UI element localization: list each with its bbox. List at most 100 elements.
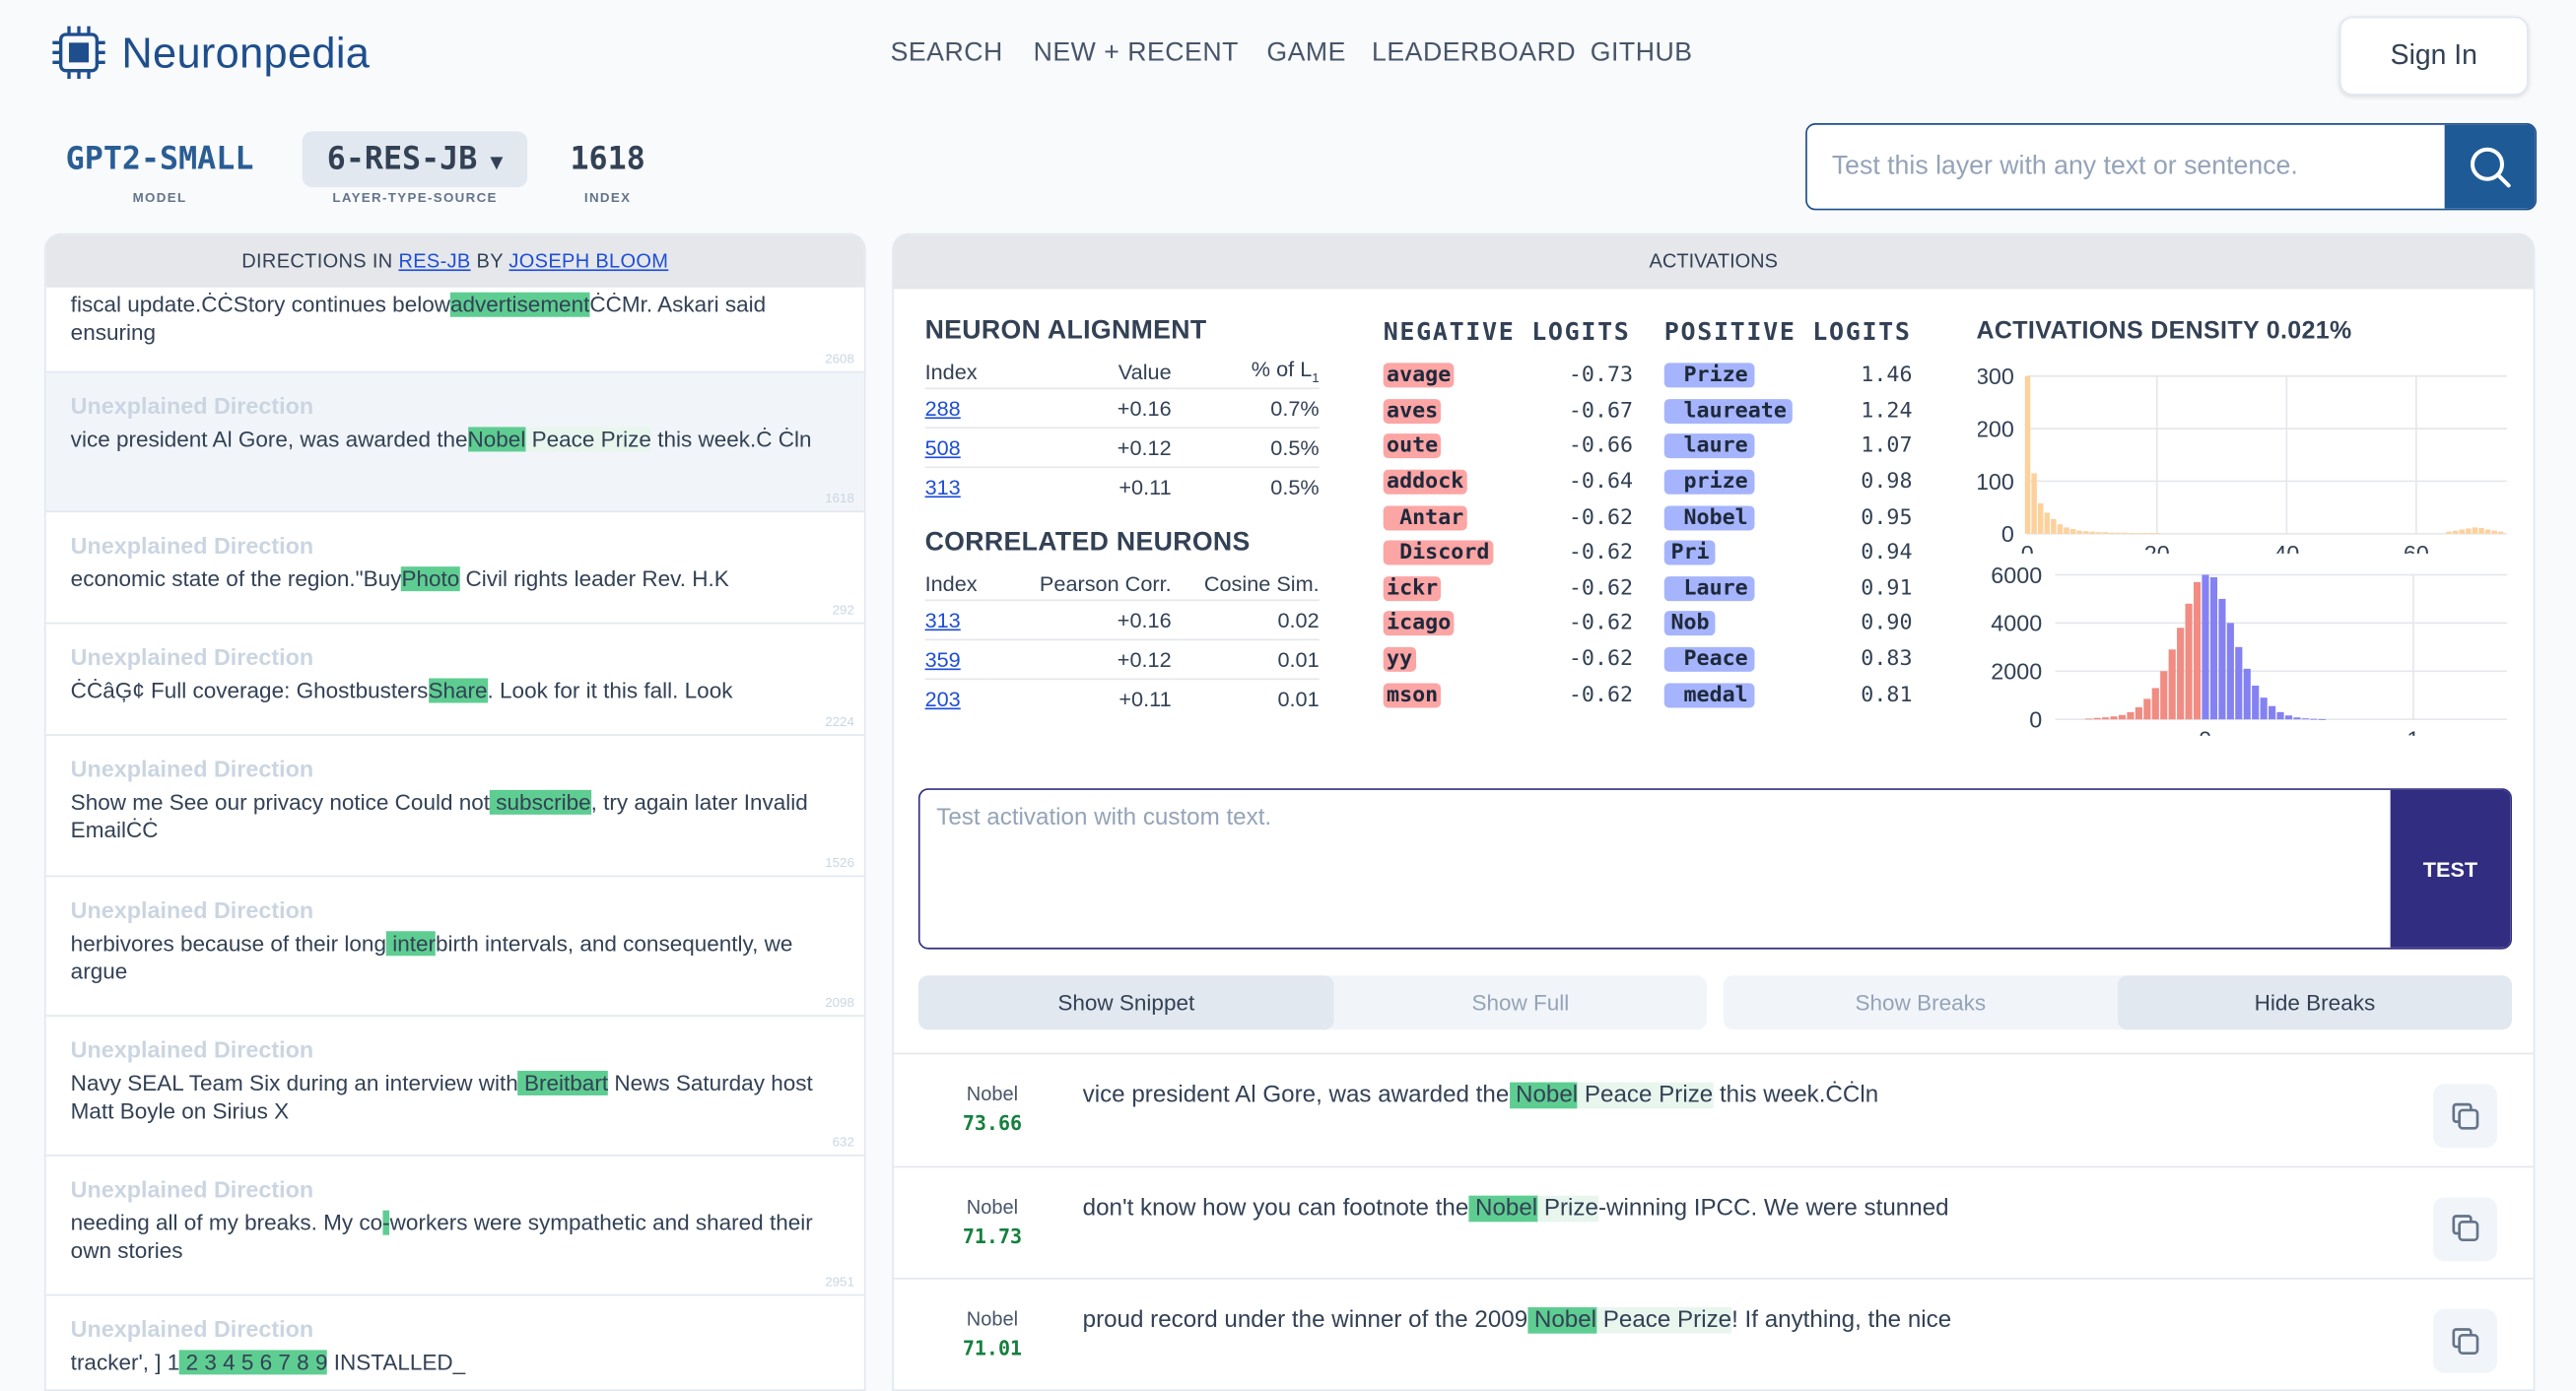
histogram-bar xyxy=(2466,528,2472,534)
histogram-bar xyxy=(2269,705,2276,720)
show-full-toggle[interactable]: Show Full xyxy=(1471,990,1570,1016)
nav-leaderboard[interactable]: LEADERBOARD xyxy=(1372,39,1577,68)
histogram-bar xyxy=(2452,530,2459,534)
direction-snippet: Navy SEAL Team Six during an interview w… xyxy=(66,1069,845,1125)
alignment-pct: 0.5% xyxy=(1171,426,1320,467)
direction-item[interactable]: Unexplained Direction herbivores because … xyxy=(45,877,864,1017)
layer-selector[interactable]: 6-RES-JB ▼ LAYER-TYPE-SOURCE xyxy=(302,131,528,205)
logit-token: Discord xyxy=(1383,540,1493,565)
negative-logit-row: yy -0.62 xyxy=(1383,641,1633,677)
snippet-before: Show me See our privacy notice Could not xyxy=(70,789,491,815)
logit-token: Laure xyxy=(1663,575,1755,601)
direction-item[interactable]: fiscal update.ĊĊStory continues belowadv… xyxy=(45,288,864,373)
source-link[interactable]: RES-JB xyxy=(398,249,471,273)
neuron-index-link[interactable]: 313 xyxy=(924,606,961,631)
pearson-value: +0.12 xyxy=(990,637,1172,679)
model-value: GPT2-SMALL xyxy=(65,141,254,178)
snippet-highlight: subscribe xyxy=(490,789,591,815)
activations-panel: ACTIVATIONS NEURON ALIGNMENT Index Value… xyxy=(892,232,2536,1391)
logit-token: laureate xyxy=(1663,398,1794,424)
copy-button[interactable] xyxy=(2432,1084,2497,1149)
positive-logit-row: Peace 0.83 xyxy=(1663,641,1913,677)
histogram-bar xyxy=(2472,527,2478,534)
snippet-after: -winning IPCC. We were stunned xyxy=(1597,1194,1949,1222)
histogram-bar xyxy=(2310,718,2318,720)
histogram-bar xyxy=(2293,717,2301,720)
direction-title: Unexplained Direction xyxy=(70,896,314,923)
snippet-highlight: Share xyxy=(428,678,488,703)
logit-value: -0.62 xyxy=(1568,540,1634,565)
neuron-index-link[interactable]: 203 xyxy=(924,686,961,711)
nav-new-recent[interactable]: NEW + RECENT xyxy=(1033,39,1239,68)
test-button[interactable]: TEST xyxy=(2390,789,2511,948)
snippet-highlight-light: Peace Prize xyxy=(1578,1082,1714,1109)
snippet-after: birth intervals, and consequently, we ar… xyxy=(70,931,793,984)
direction-index: 2608 xyxy=(825,351,854,366)
snippet-highlight: Nobel xyxy=(1468,1194,1538,1222)
negative-logit-row: icago -0.62 xyxy=(1383,606,1633,641)
neuron-index-link[interactable]: 359 xyxy=(924,646,961,672)
direction-item[interactable]: Unexplained Direction ĊĊâĢ¢ Full coverage… xyxy=(45,624,864,736)
direction-item[interactable]: Unexplained Direction Navy SEAL Team Six… xyxy=(45,1017,864,1157)
brand-logo[interactable]: Neuronpedia xyxy=(49,23,370,82)
model-label: MODEL xyxy=(132,190,187,206)
col-index: Index xyxy=(924,570,978,596)
neuron-index-link[interactable]: 313 xyxy=(924,474,961,499)
copy-button[interactable] xyxy=(2432,1196,2497,1261)
density-chart-top: 0 100 200 300 0 20 40 60 xyxy=(1978,364,2507,554)
search-button[interactable] xyxy=(2444,124,2536,209)
neuron-index-link[interactable]: 508 xyxy=(924,433,961,459)
logit-token: yy xyxy=(1383,646,1416,672)
custom-text-input[interactable] xyxy=(919,789,2394,948)
hide-breaks-toggle[interactable]: Hide Breaks xyxy=(2117,975,2512,1030)
activation-token: Nobel xyxy=(966,1194,1019,1219)
neuron-index-link[interactable]: 288 xyxy=(924,394,961,420)
logit-token: prize xyxy=(1663,469,1755,495)
directions-header: DIRECTIONS IN RES-JB BY JOSEPH BLOOM xyxy=(45,234,864,288)
index-label: INDEX xyxy=(583,190,632,206)
copy-button[interactable] xyxy=(2432,1308,2497,1373)
logit-value: 0.83 xyxy=(1861,646,1913,672)
direction-item[interactable]: Unexplained Direction economic state of … xyxy=(45,512,864,625)
logit-value: 0.98 xyxy=(1861,469,1913,495)
by-label: BY xyxy=(476,249,504,273)
direction-snippet: fiscal update.ĊĊStory continues belowadv… xyxy=(66,291,845,347)
model-selector[interactable]: GPT2-SMALL MODEL xyxy=(66,131,254,205)
copy-icon xyxy=(2451,1101,2478,1129)
histogram-bar xyxy=(2243,668,2251,720)
show-snippet-toggle[interactable]: Show Snippet xyxy=(917,975,1334,1030)
direction-item[interactable]: Unexplained Direction Show me See our pr… xyxy=(45,736,864,878)
logit-token: Prize xyxy=(1663,363,1755,388)
alignment-value: +0.12 xyxy=(1040,426,1172,467)
show-breaks-toggle[interactable]: Show Breaks xyxy=(1855,990,1987,1016)
histogram-bar xyxy=(2093,717,2101,720)
activation-snippet: don't know how you can footnote the Nobe… xyxy=(1083,1191,1949,1225)
histogram-bar xyxy=(2168,649,2176,720)
histogram-bar xyxy=(2446,531,2452,534)
negative-logit-row: avage -0.73 xyxy=(1383,358,1634,393)
sign-in-button[interactable]: Sign In xyxy=(2339,16,2529,96)
logit-token: medal xyxy=(1663,682,1755,707)
nav-github[interactable]: GITHUB xyxy=(1590,39,1693,68)
positive-logit-row: Prize 1.46 xyxy=(1663,358,1913,393)
nav-game[interactable]: GAME xyxy=(1266,39,1346,68)
density-title: ACTIVATIONS DENSITY 0.021% xyxy=(1976,316,2352,346)
author-link[interactable]: JOSEPH BLOOM xyxy=(508,249,669,273)
direction-index: 292 xyxy=(832,602,854,618)
layer-search-input[interactable] xyxy=(1806,124,2448,209)
logit-token: Antar xyxy=(1383,504,1467,530)
histogram-bar xyxy=(2057,524,2064,534)
nav-search[interactable]: SEARCH xyxy=(890,39,1003,68)
snippet-before: economic state of the region."Buy xyxy=(70,566,402,592)
copy-icon xyxy=(2451,1327,2478,1355)
logit-token: Nob xyxy=(1663,611,1717,636)
histogram-bar xyxy=(2226,623,2234,720)
direction-item[interactable]: Unexplained Direction needing all of my … xyxy=(45,1157,864,1296)
logit-value: -0.73 xyxy=(1568,363,1634,388)
snippet-before: herbivores because of their long xyxy=(70,931,386,957)
x-tick-label: 0 xyxy=(2021,541,2034,554)
direction-title: Unexplained Direction xyxy=(70,643,314,671)
direction-item[interactable]: Unexplained Direction vice president Al … xyxy=(45,372,864,513)
logit-value: -0.64 xyxy=(1568,469,1634,495)
direction-item[interactable]: Unexplained Direction tracker', ] 1 2 3 4… xyxy=(46,1295,864,1389)
